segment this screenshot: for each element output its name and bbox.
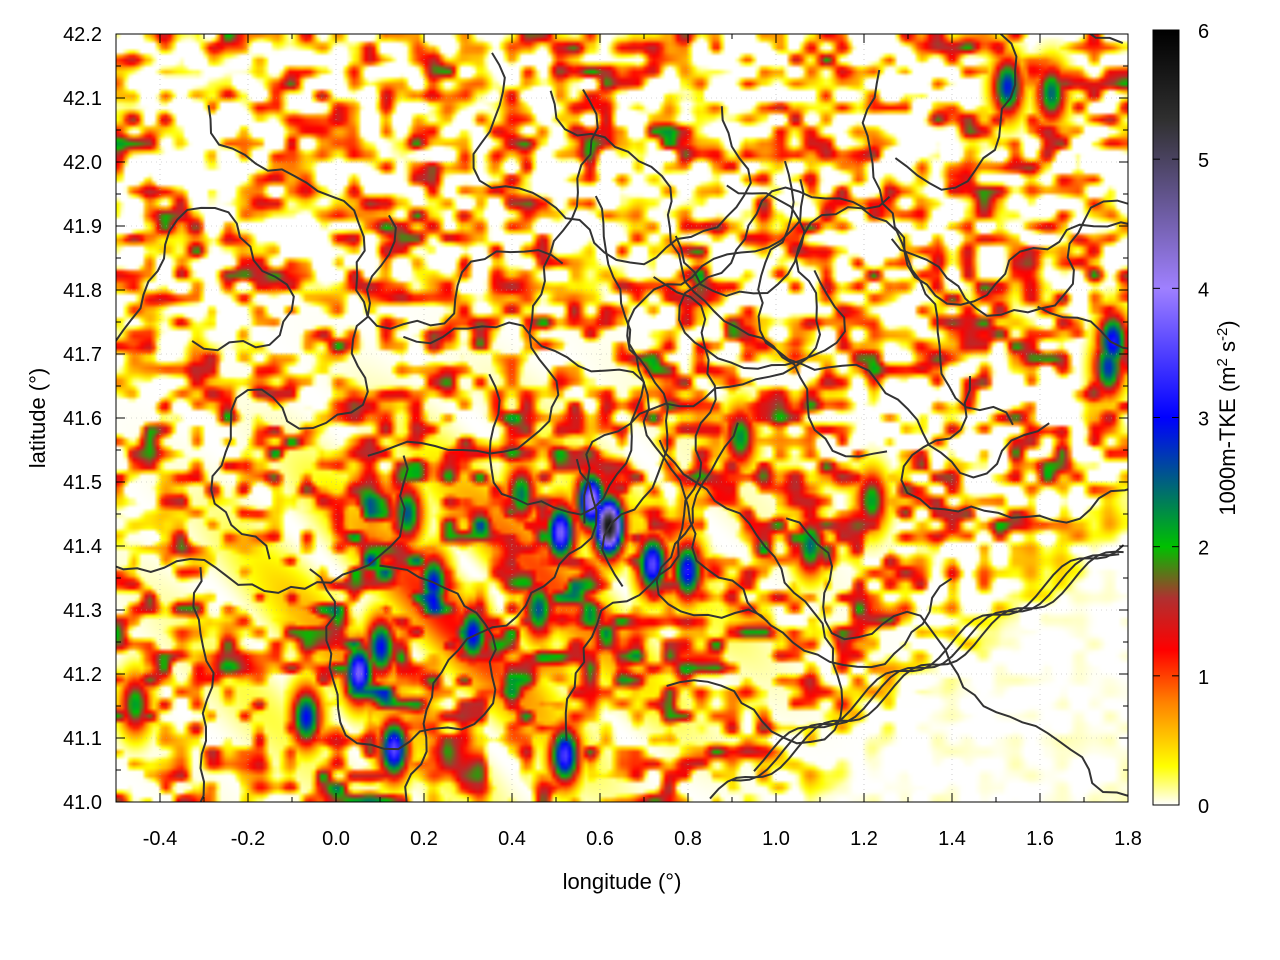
- contour-line: [116, 455, 409, 594]
- terrain-contours: [116, 34, 1128, 802]
- x-axis-label: longitude (°): [563, 869, 682, 894]
- contour-line: [403, 321, 769, 623]
- y-tick-label: 41.2: [63, 664, 102, 686]
- colorbar-tick-label: 2: [1198, 538, 1209, 560]
- contour-line: [549, 90, 888, 458]
- x-tick-label: 0.8: [674, 828, 702, 850]
- contour-line: [861, 69, 1128, 306]
- y-tick-label: 41.9: [63, 216, 102, 238]
- contour-line: [404, 458, 598, 802]
- y-tick-label: 41.0: [63, 792, 102, 814]
- x-axis: -0.4 -0.2 0.0 0.2 0.4 0.6 0.8 1.0 1.2 1.4 1.6 1.8: [115, 34, 1142, 850]
- y-tick-label: 41.3: [63, 600, 102, 622]
- contour-line: [488, 195, 646, 516]
- contour-line: [753, 544, 1125, 772]
- y-axis-label: latitude (°): [25, 368, 50, 469]
- x-tick-label: -0.4: [143, 828, 177, 850]
- heatmap-plot-area: [116, 34, 1128, 802]
- contour-line: [678, 186, 891, 370]
- x-tick-label: 0.0: [322, 828, 350, 850]
- grid-lines: [116, 34, 1128, 802]
- y-tick-label: 41.7: [63, 344, 102, 366]
- contour-line: [192, 567, 215, 802]
- colorbar-ticks: 0 1 2 3 4 5 6: [1153, 21, 1209, 818]
- colorbar-tick-label: 0: [1198, 796, 1209, 818]
- x-tick-label: 1.6: [1026, 828, 1054, 850]
- contour-line: [757, 160, 1050, 479]
- x-tick-label: 0.6: [586, 828, 614, 850]
- y-tick-label: 41.4: [63, 536, 102, 558]
- contour-line: [472, 52, 752, 266]
- contour-line: [116, 206, 295, 352]
- x-tick-label: 1.4: [938, 828, 966, 850]
- y-tick-label: 41.1: [63, 728, 102, 750]
- contour-line: [658, 439, 844, 745]
- contour-line: [900, 375, 1128, 524]
- x-tick-label: -0.2: [231, 828, 265, 850]
- y-tick-label: 42.1: [63, 88, 102, 110]
- contour-line: [367, 89, 599, 457]
- y-tick-label: 41.8: [63, 280, 102, 302]
- contour-line: [207, 105, 564, 330]
- x-tick-label: 0.2: [410, 828, 438, 850]
- y-tick-label: 42.2: [63, 24, 102, 46]
- colorbar: 0 1 2 3 4 5 6 1000m-TKE (m2 s-2): [1152, 21, 1240, 818]
- x-tick-label: 1.2: [850, 828, 878, 850]
- colorbar-tick-label: 3: [1198, 409, 1209, 431]
- colorbar-tick-label: 5: [1198, 150, 1209, 172]
- contour-line: [890, 199, 1128, 317]
- contour-line: [1037, 305, 1128, 350]
- contour-line: [564, 276, 717, 741]
- y-tick-label: 41.5: [63, 472, 102, 494]
- contour-line: [210, 214, 397, 560]
- y-tick-label: 42.0: [63, 152, 102, 174]
- contour-line: [583, 184, 822, 524]
- y-axis: 41.0 41.1 41.2 41.3 41.4 41.5 41.6 41.7 41.8 41.9…: [63, 24, 1128, 814]
- contour-line: [674, 206, 1014, 426]
- x-tick-label: 1.0: [762, 828, 790, 850]
- contour-line: [655, 422, 953, 669]
- colorbar-tick-label: 4: [1198, 279, 1209, 301]
- contour-line: [309, 564, 497, 751]
- x-tick-label: 0.4: [498, 828, 526, 850]
- y-tick-label: 41.6: [63, 408, 102, 430]
- colorbar-tick-label: 6: [1198, 21, 1209, 43]
- x-tick-label: 1.8: [1114, 828, 1142, 850]
- colorbar-tick-label: 1: [1198, 667, 1209, 689]
- contour-line: [601, 179, 805, 587]
- contour-line: [894, 34, 1124, 191]
- colorbar-label: 1000m-TKE (m2 s-2): [1214, 320, 1240, 515]
